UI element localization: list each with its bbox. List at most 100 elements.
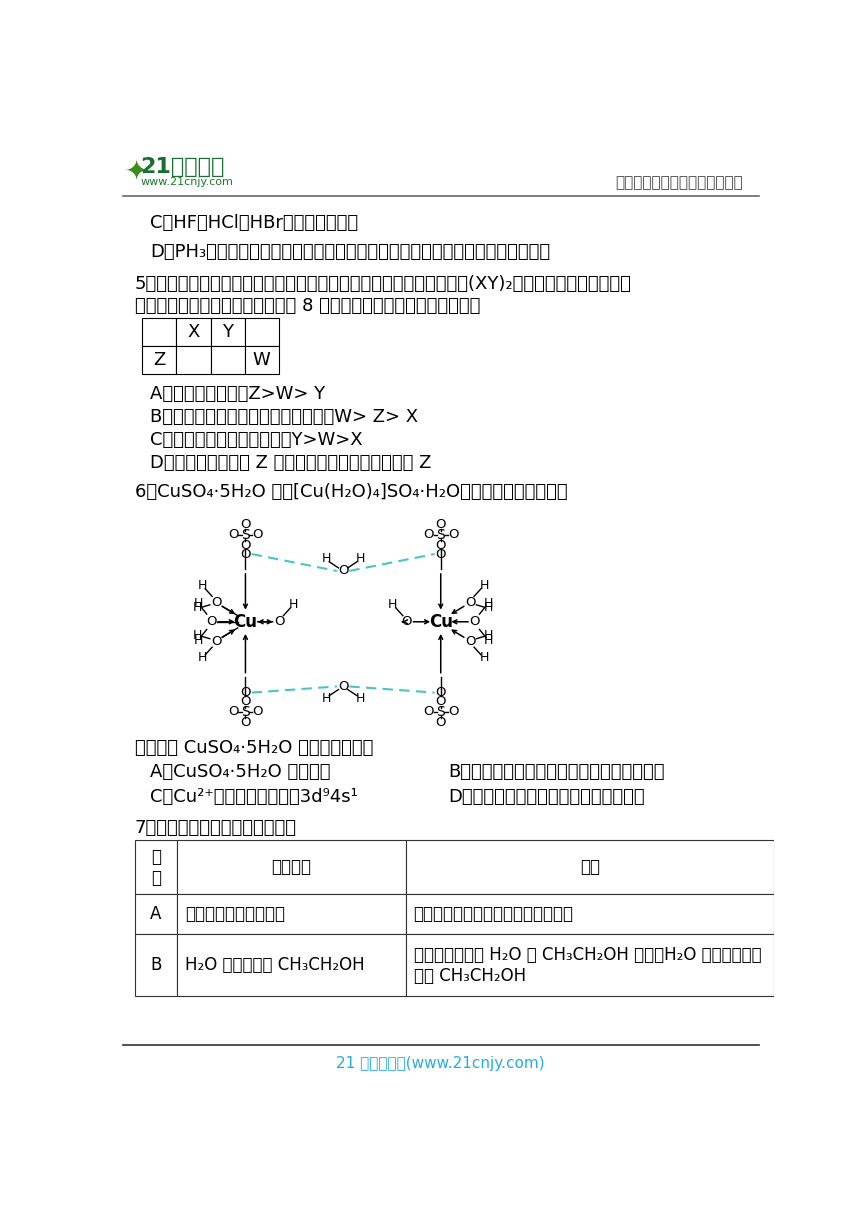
Text: 21 世纪教育网(www.21cnjy.com): 21 世纪教育网(www.21cnjy.com) [336, 1055, 545, 1071]
Text: A．CuSO₄·5H₂O 俗称绿矾: A．CuSO₄·5H₂O 俗称绿矾 [150, 764, 330, 782]
Bar [177, 894, 406, 934]
Text: O: O [435, 518, 446, 531]
Text: S: S [436, 705, 445, 719]
Text: O: O [240, 547, 251, 561]
Text: H: H [193, 629, 202, 642]
Bar [135, 934, 177, 996]
Text: O: O [423, 528, 433, 541]
Text: S: S [241, 528, 249, 542]
Text: O: O [253, 528, 263, 541]
Text: Y: Y [222, 323, 233, 342]
Bar [143, 319, 176, 347]
Text: www.21cnjy.com: www.21cnjy.com [140, 176, 233, 187]
Text: A．简单离子半径：Z>W> Y: A．简单离子半径：Z>W> Y [150, 384, 325, 402]
Text: Cu: Cu [233, 613, 257, 631]
Text: O: O [240, 539, 251, 552]
Text: H: H [484, 629, 494, 642]
Bar [245, 347, 279, 373]
Text: B: B [150, 956, 162, 974]
Text: H: H [322, 552, 331, 565]
Text: H: H [388, 598, 397, 612]
Text: 6．CuSO₄·5H₂O 可写[Cu(H₂O)₄]SO₄·H₂O，其结构示意图如下：: 6．CuSO₄·5H₂O 可写[Cu(H₂O)₄]SO₄·H₂O，其结构示意图如… [135, 483, 568, 501]
Bar [176, 347, 211, 373]
Text: D．胆矾中的水在不同温度下会分步失去: D．胆矾中的水在不同温度下会分步失去 [449, 788, 645, 806]
Text: H: H [289, 598, 298, 612]
Text: O: O [338, 564, 348, 578]
Text: O: O [465, 635, 476, 648]
Text: O: O [240, 518, 251, 531]
Text: A: A [150, 906, 162, 923]
Text: O: O [211, 596, 221, 609]
Text: Cu: Cu [429, 613, 452, 631]
Text: 解释: 解释 [580, 858, 600, 877]
Text: S: S [436, 528, 445, 542]
Bar [211, 319, 245, 347]
Text: 5．几种短周期主族元素在元素周期表中的相对位置如图所示。已知：(XY)₂具有卤素单质相似的性质: 5．几种短周期主族元素在元素周期表中的相对位置如图所示。已知：(XY)₂具有卤素… [135, 275, 631, 293]
Text: H: H [480, 579, 488, 592]
Text: O: O [435, 716, 446, 730]
Text: 相同物质的量的 H₂O 和 CH₃CH₂OH 比较：H₂O 形成的氢键数
多于 CH₃CH₂OH: 相同物质的量的 H₂O 和 CH₃CH₂OH 比较：H₂O 形成的氢键数 多于 … [414, 946, 761, 985]
Bar [177, 840, 406, 894]
Text: O: O [240, 686, 251, 699]
Text: 中小学教育资源及组卷应用平台: 中小学教育资源及组卷应用平台 [615, 175, 743, 190]
Text: H: H [355, 552, 365, 565]
Bar [406, 840, 774, 894]
Bar [176, 319, 211, 347]
Text: W: W [253, 351, 271, 368]
Text: H: H [483, 634, 493, 647]
Text: O: O [228, 528, 238, 541]
Text: O: O [338, 680, 348, 693]
Text: 石墨是过渡晶体，金刚石是共价晶体: 石墨是过渡晶体，金刚石是共价晶体 [414, 906, 574, 923]
Text: S: S [241, 705, 249, 719]
Text: 下列有关 CuSO₄·5H₂O 的说法正确的是: 下列有关 CuSO₄·5H₂O 的说法正确的是 [135, 739, 373, 756]
Text: 且分子中每个原子最外层都达到了 8 电子稳定结构。下列叙述正确的是: 且分子中每个原子最外层都达到了 8 电子稳定结构。下列叙述正确的是 [135, 297, 480, 315]
Text: H: H [483, 597, 493, 609]
Text: ✦: ✦ [125, 157, 148, 186]
Text: 实验事实: 实验事实 [272, 858, 311, 877]
Text: O: O [435, 686, 446, 699]
Text: O: O [274, 615, 285, 629]
Text: O: O [211, 635, 221, 648]
Text: O: O [228, 705, 238, 719]
Text: H₂O 的沸点高于 CH₃CH₂OH: H₂O 的沸点高于 CH₃CH₂OH [185, 956, 365, 974]
Bar [245, 319, 279, 347]
Text: O: O [206, 615, 217, 629]
Text: 21世纪教育: 21世纪教育 [140, 157, 224, 176]
Text: H: H [355, 692, 365, 705]
Text: O: O [435, 539, 446, 552]
Text: O: O [435, 547, 446, 561]
Text: 选
项: 选 项 [151, 848, 161, 886]
Text: O: O [240, 716, 251, 730]
Text: D．工业上采用电解 Z 的熔融盐酸盐的方法冶炼单质 Z: D．工业上采用电解 Z 的熔融盐酸盐的方法冶炼单质 Z [150, 454, 432, 472]
Text: C．最简单氢化物的熔沸点：Y>W>X: C．最简单氢化物的熔沸点：Y>W>X [150, 430, 363, 449]
Bar [143, 347, 176, 373]
Text: H: H [197, 652, 206, 664]
Text: O: O [470, 615, 480, 629]
Text: H: H [193, 602, 202, 614]
Text: O: O [402, 615, 412, 629]
Text: O: O [465, 596, 476, 609]
Text: O: O [253, 705, 263, 719]
Text: X: X [187, 323, 200, 342]
Bar [211, 347, 245, 373]
Text: C．HF、HCl、HBr熔沸点依次升高: C．HF、HCl、HBr熔沸点依次升高 [150, 214, 359, 232]
Text: H: H [194, 634, 203, 647]
Text: H: H [197, 579, 206, 592]
Text: D．PH₃分子中孤电子对与成键电子对的排斥作用比成键电子对之间的排斥作用弱: D．PH₃分子中孤电子对与成键电子对的排斥作用比成键电子对之间的排斥作用弱 [150, 243, 550, 261]
Text: 7．下列对实验事实解释错误的是: 7．下列对实验事实解释错误的是 [135, 818, 297, 837]
Text: O: O [240, 696, 251, 709]
Text: O: O [448, 705, 458, 719]
Text: H: H [484, 602, 494, 614]
Text: Z: Z [153, 351, 165, 368]
Text: B．氧原子参与形成配位键和氢键两种化学键: B．氧原子参与形成配位键和氢键两种化学键 [449, 764, 665, 782]
Bar [406, 934, 774, 996]
Text: 石墨的熔点高于金刚石: 石墨的熔点高于金刚石 [185, 906, 285, 923]
Text: O: O [423, 705, 433, 719]
Bar [406, 894, 774, 934]
Bar [135, 840, 177, 894]
Text: H: H [322, 692, 331, 705]
Text: C．Cu²⁺的价电子排布式为3d⁹4s¹: C．Cu²⁺的价电子排布式为3d⁹4s¹ [150, 788, 358, 806]
Bar [177, 934, 406, 996]
Text: B．最高价氧化物对应水化物的酸性：W> Z> X: B．最高价氧化物对应水化物的酸性：W> Z> X [150, 407, 418, 426]
Text: H: H [194, 597, 203, 609]
